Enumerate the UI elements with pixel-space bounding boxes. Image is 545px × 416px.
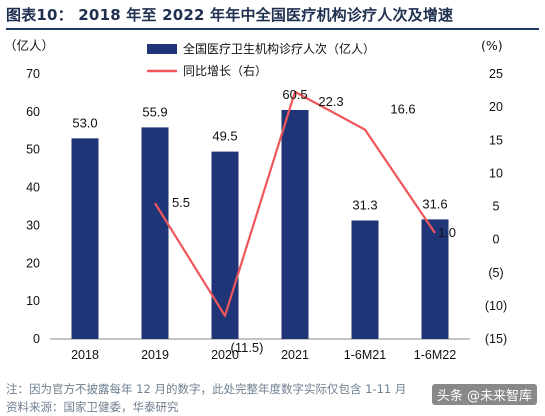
title-rule bbox=[6, 28, 539, 30]
bar bbox=[421, 219, 449, 339]
y-left-tick-label: 50 bbox=[26, 143, 40, 157]
y-right-tick-label: (15) bbox=[485, 332, 507, 346]
bar-value-label: 31.6 bbox=[422, 196, 447, 211]
legend-bar-swatch bbox=[147, 44, 177, 54]
left-axis-unit: （亿人） bbox=[4, 38, 54, 53]
y-right-tick-label: 25 bbox=[489, 67, 503, 81]
y-left-tick-label: 0 bbox=[33, 332, 40, 346]
bar-series bbox=[71, 109, 449, 339]
y-right-tick-label: 5 bbox=[493, 200, 500, 214]
y-left-tick-label: 70 bbox=[26, 67, 40, 81]
y-right-tick-label: (10) bbox=[485, 299, 507, 313]
y-left-tick-label: 10 bbox=[26, 294, 40, 308]
bar-value-label: 60.5 bbox=[282, 87, 307, 102]
y-left-tick-label: 60 bbox=[26, 105, 40, 119]
axes: 0 10 20 30 40 50 60 70 (15) (10) (5) 0 5 10 15 20 25 2018… bbox=[26, 67, 507, 362]
y-right-tick-label: 20 bbox=[489, 100, 503, 114]
line-value-label: 5.5 bbox=[172, 195, 190, 210]
y-left-tick-label: 40 bbox=[26, 181, 40, 195]
x-tick-label: 2021 bbox=[281, 348, 309, 362]
x-tick-label: 2020 bbox=[211, 348, 239, 362]
line-value-label: (11.5) bbox=[231, 340, 264, 355]
legend-bar-label: 全国医疗卫生机构诊疗人次（亿人） bbox=[183, 41, 375, 56]
watermark: 头条 @未来智库 bbox=[431, 384, 537, 405]
bar-value-label: 31.3 bbox=[352, 198, 377, 213]
bar-value-label: 55.9 bbox=[142, 104, 167, 119]
y-right-tick-label: 15 bbox=[489, 133, 503, 147]
y-right-tick-label: 0 bbox=[493, 233, 500, 247]
bar-value-label: 53.0 bbox=[72, 115, 97, 130]
x-tick-label: 1-6M22 bbox=[414, 348, 456, 362]
bar bbox=[351, 220, 379, 339]
y-left-tick-label: 20 bbox=[26, 256, 40, 270]
line-value-label: 16.6 bbox=[390, 102, 415, 117]
bar-value-label: 49.5 bbox=[212, 129, 237, 144]
combo-chart: 0 10 20 30 40 50 60 70 (15) (10) (5) 0 5 10 15 20 25 2018… bbox=[4, 38, 507, 362]
bar bbox=[211, 151, 239, 339]
bar bbox=[141, 127, 169, 339]
x-tick-label: 2019 bbox=[141, 348, 169, 362]
y-right-tick-label: (5) bbox=[488, 266, 503, 280]
x-tick-label: 2018 bbox=[71, 348, 99, 362]
line-value-label: 1.0 bbox=[438, 225, 456, 240]
chart-title: 图表10： 2018 年至 2022 年年中全国医疗机构诊疗人次及增速 bbox=[6, 6, 454, 24]
data-labels: 53.0 55.9 49.5 60.5 31.3 31.6 5.5 (11.5) 22.3 16.… bbox=[72, 87, 456, 355]
y-left-tick-label: 30 bbox=[26, 218, 40, 232]
source-note: 资料来源：国家卫健委，华泰研究 bbox=[6, 400, 179, 414]
bar bbox=[281, 109, 309, 339]
x-tick-label: 1-6M21 bbox=[344, 348, 386, 362]
y-right-tick-label: 10 bbox=[489, 166, 503, 180]
growth-line bbox=[154, 90, 436, 317]
line-series bbox=[154, 90, 436, 317]
legend: 全国医疗卫生机构诊疗人次（亿人） 同比增长（右） bbox=[147, 41, 375, 78]
right-axis-unit: (%) bbox=[481, 38, 503, 53]
footnote: 注：因为官方不披露每年 12 月的数字，此处完整年度数字实际仅包含 1-11 月 bbox=[6, 382, 407, 396]
bar bbox=[71, 138, 99, 339]
line-value-label: 22.3 bbox=[318, 94, 343, 109]
legend-line-label: 同比增长（右） bbox=[183, 63, 267, 78]
